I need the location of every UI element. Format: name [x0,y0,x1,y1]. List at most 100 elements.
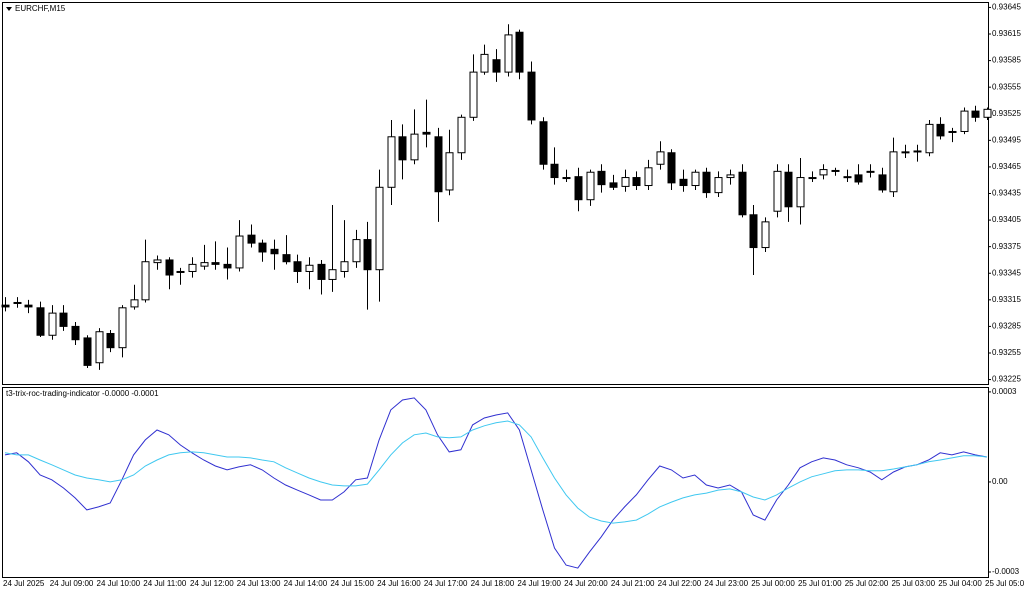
x-tick-label: 25 Jul 03:00 [891,579,935,588]
candle-body [714,177,723,194]
candle-body [632,177,641,187]
y-tick-label: 0.93615 [992,29,1021,38]
y-tick-label: 0.93585 [992,56,1021,65]
x-tick-label: 25 Jul 01:00 [798,579,842,588]
candle-body [504,34,513,73]
candle-body [819,169,828,176]
candle-body [352,239,361,263]
y-tick-label: 0.93435 [992,189,1021,198]
candle-body [398,136,407,161]
candle-body [422,131,431,135]
x-tick-label: 24 Jul 16:00 [377,579,421,588]
y-tick-label: 0.0003 [992,387,1017,396]
candle-body [141,261,150,301]
candle-body [574,176,583,201]
candle-body [36,307,45,336]
candle-body [726,174,735,179]
candle-body [165,259,174,276]
candle-body [13,301,22,304]
candle-body [515,31,524,73]
menu-arrow[interactable] [6,7,12,11]
x-tick-label: 24 Jul 20:00 [564,579,608,588]
candle-body [901,151,910,154]
y-tick-label: 0.93285 [992,322,1021,331]
candle-body [539,121,548,165]
candle-body [282,254,291,263]
candle-body [305,264,314,272]
candle-body [586,171,595,201]
x-tick-label: 24 Jul 15:00 [330,579,374,588]
x-tick-label: 24 Jul 11:00 [143,579,187,588]
candle-body [317,263,326,280]
candle-body [83,337,92,366]
candle-body [188,263,197,272]
candle-body [48,312,57,336]
candle-body [948,130,957,133]
candle-body [854,174,863,183]
candle-body [550,163,559,179]
candle-body [59,312,68,327]
x-tick-label: 24 Jul 09:00 [50,579,94,588]
x-tick-label: 24 Jul 22:00 [658,579,702,588]
candle-body [609,182,618,188]
candle-body [480,53,489,73]
y-tick-label: 0.93225 [992,375,1021,384]
candle-body [597,170,606,186]
y-tick-label: 0.93255 [992,348,1021,357]
y-tick-label: 0.93525 [992,109,1021,118]
y-tick-label: 0.93345 [992,268,1021,277]
candle-body [153,259,162,264]
candle-body [773,170,782,212]
candle-body [118,307,127,349]
x-tick-label: 24 Jul 2025 [3,579,45,588]
candle-body [761,221,770,249]
candle-body [106,332,115,349]
y-tick-label: 0.93495 [992,135,1021,144]
candle-body [258,242,267,253]
candle-body [328,269,337,280]
candle-body [24,304,33,308]
candle-body [176,270,185,273]
candle-body [130,299,139,308]
candle-body [223,263,232,269]
x-tick-label: 25 Jul 00:00 [751,579,795,588]
candle-body [340,261,349,272]
candle-body [247,234,256,244]
candle-body [784,171,793,208]
y-tick-label: 0.00 [992,477,1008,486]
candle-body [492,59,501,73]
candle-body [691,171,700,187]
y-tick-label: 0.93405 [992,215,1021,224]
candle-body [843,176,852,179]
y-tick-label: 0.93555 [992,82,1021,91]
candle-body [387,136,396,188]
indicator-title: t3-trix-roc-trading-indicator -0.0000 -0… [6,389,159,398]
indicator-line [4,420,988,524]
candle-body [527,71,536,121]
candle-body [270,248,279,255]
candle-body [925,123,934,154]
candle-body [457,116,466,154]
candle-body [363,239,372,271]
x-tick-label: 24 Jul 18:00 [471,579,515,588]
candle-body [1,304,10,308]
candle-body [656,151,665,165]
candle-body [562,177,571,180]
candle-body [621,177,630,187]
y-tick-label: -0.0003 [992,567,1020,576]
candle-body [796,177,805,208]
candle-body [749,214,758,249]
x-tick-label: 24 Jul 13:00 [237,579,281,588]
candle-body [434,136,443,193]
candle-body [866,170,875,173]
candle-body [375,186,384,271]
candle-body [971,110,980,118]
x-tick-label: 25 Jul 05:00 [985,579,1024,588]
y-tick-label: 0.93465 [992,162,1021,171]
x-tick-label: 24 Jul 23:00 [704,579,748,588]
candle-body [95,331,104,364]
indicator-panel [2,387,989,578]
indicator-line [4,397,988,569]
x-tick-label: 24 Jul 14:00 [284,579,328,588]
candle-body [878,174,887,191]
